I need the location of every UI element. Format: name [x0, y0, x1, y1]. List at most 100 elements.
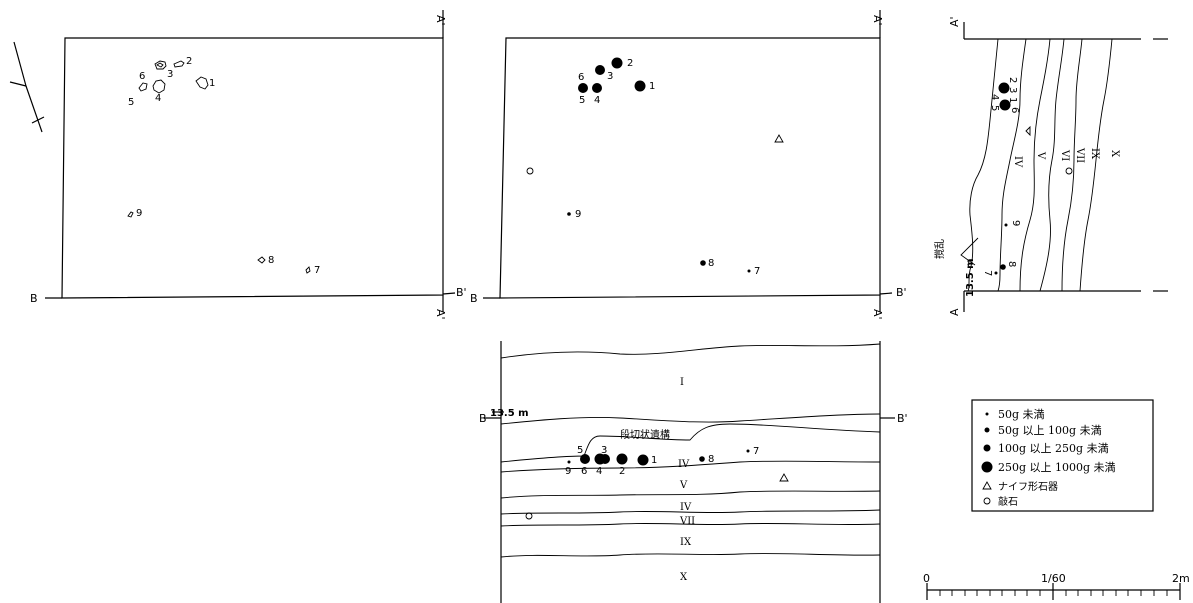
- section-a-bottom-label: A: [948, 308, 961, 316]
- stone-3: [154, 60, 167, 70]
- section-a-label-4: 4: [989, 94, 1000, 100]
- section-b-dot-7: [746, 449, 750, 453]
- north-arrow-icon: [9, 41, 45, 133]
- section-b-dot-3: [600, 454, 610, 464]
- weight-label-9: 9: [575, 209, 581, 220]
- stone-label-2: 2: [186, 56, 192, 67]
- section-a-dot-8: [1000, 264, 1006, 270]
- corner-label-b: B: [30, 292, 38, 305]
- legend-label-2: 100g 以上 250g 未満: [998, 442, 1109, 455]
- legend-dot-l-icon: [981, 461, 993, 473]
- section-a-label-1: 1: [1007, 97, 1018, 103]
- stone-label-3: 3: [167, 69, 173, 80]
- stone-label-5: 5: [128, 97, 134, 108]
- section-a-boundary-5: [1061, 38, 1083, 292]
- section-a-top-label: A': [948, 16, 961, 27]
- weight-label-4: 4: [594, 95, 600, 106]
- section-a-elevation: 13.5 m: [965, 258, 976, 297]
- weight-dot-5-6: [578, 83, 588, 93]
- section-b-layer-I: I: [680, 377, 684, 388]
- weight-label-6: 6: [578, 72, 584, 83]
- section-a-layer-VII: VII: [1074, 147, 1085, 163]
- stone-2: [173, 60, 185, 68]
- section-b-label-7: 7: [753, 446, 759, 457]
- section-b-boundary-2: [500, 460, 881, 473]
- section-b-dot-2: [616, 453, 628, 465]
- stone-9: [127, 211, 134, 218]
- stone-1: [195, 76, 209, 90]
- section-a-boundary-6: [1079, 38, 1113, 292]
- plan-stones-frame: [61, 37, 444, 299]
- stone-8: [257, 256, 266, 264]
- section-b-feature-cut: [500, 423, 881, 463]
- corner-label-b: B: [470, 292, 478, 305]
- section-a-disturbance: 撹乱: [933, 239, 946, 259]
- corner-label-a-bottom: A': [434, 309, 447, 320]
- section-a: A' A 13.5 m 撹乱 2 3 1 4 5 6 9 8 7 IV V VI…: [933, 16, 1168, 316]
- section-b-hammerstone: [525, 512, 533, 520]
- weight-dot-9: [567, 212, 571, 216]
- section-a-layer-IV: IV: [1012, 156, 1023, 168]
- section-a-label-8: 8: [1006, 261, 1017, 267]
- weight-label-5: 5: [579, 95, 585, 106]
- section-b-boundary-6: [500, 552, 881, 558]
- weight-dot-8: [700, 260, 706, 266]
- section-a-layer-IX: IX: [1089, 148, 1100, 160]
- section-a-dot-7: [994, 271, 998, 275]
- section-b-left-label: B: [479, 412, 487, 425]
- section-a-layer-X: X: [1109, 150, 1120, 158]
- legend-dot-m-icon: [983, 444, 991, 452]
- legend-label-0: 50g 未満: [998, 408, 1045, 421]
- section-b-boundary-1: [500, 413, 881, 425]
- stone-label-8: 8: [268, 255, 274, 266]
- section-a-label-5: 5: [989, 105, 1000, 111]
- weight-label-1: 1: [649, 81, 655, 92]
- plan-stones: A' A' B B' 2 3 6 1 4 5 9 8 7: [30, 10, 467, 320]
- section-b-layer-X: X: [680, 572, 688, 583]
- knife-tool-triangle: [774, 134, 784, 143]
- legend-label-4: ナイフ形石器: [998, 481, 1058, 493]
- section-a-layer-VI: VI: [1059, 149, 1070, 161]
- section-b-label-1: 1: [651, 455, 657, 466]
- section-a-boundary-4: [1039, 38, 1065, 292]
- weight-label-8: 8: [708, 258, 714, 269]
- weight-dot-7: [747, 269, 751, 273]
- corner-label-a-top: A': [871, 15, 884, 26]
- section-a-hammerstone: [1065, 167, 1073, 175]
- weight-label-2: 2: [627, 58, 633, 69]
- section-b-elevation: 13.5 m: [490, 408, 529, 419]
- legend-triangle-icon: [982, 481, 992, 490]
- weight-dot-2: [611, 57, 623, 69]
- section-b-layer-IV-upper: IV: [678, 459, 690, 470]
- legend: 50g 未満 50g 以上 100g 未満 100g 以上 250g 未満 25…: [971, 399, 1154, 512]
- stone-label-1: 1: [209, 78, 215, 89]
- section-b-label-2: 2: [619, 466, 625, 477]
- section-b-boundary-3: [500, 490, 881, 499]
- scale-bar: 0 1/60 2m: [923, 572, 1190, 600]
- section-b-layer-IV-lower: IV: [680, 502, 692, 513]
- section-b-label-8: 8: [708, 454, 714, 465]
- stone-5: [138, 82, 148, 92]
- section-a-knife-triangle: [1025, 125, 1031, 137]
- corner-label-a-top: A': [434, 15, 447, 26]
- section-b-feature-label: 段切状遺構: [620, 428, 670, 441]
- section-a-label-9: 9: [1010, 220, 1021, 226]
- section-a-dot-9: [1004, 223, 1008, 227]
- legend-box: [971, 399, 1154, 512]
- section-b: B B' 13.5 m 5 3 9 6 4 2 1 8 7 段切状遺構 I IV…: [479, 341, 908, 603]
- section-b-ground-surface: [500, 343, 881, 359]
- corner-label-a-bottom: A': [871, 309, 884, 320]
- section-b-boundary-4: [500, 509, 881, 515]
- section-a-dot-6: [999, 99, 1011, 111]
- section-b-layer-VII: VII: [679, 516, 695, 527]
- weight-dot-4: [592, 83, 602, 93]
- section-a-label-7: 7: [982, 270, 993, 276]
- plan-weights: A' A' B B' 2 3 6 1 5 4 9 8 7: [470, 10, 907, 320]
- section-b-dot-6: [580, 454, 590, 464]
- stone-label-6: 6: [139, 71, 145, 82]
- stone-label-7: 7: [314, 265, 320, 276]
- scale-end: 2m: [1172, 572, 1190, 585]
- section-b-dot-9: [567, 460, 571, 464]
- weight-label-7: 7: [754, 266, 760, 277]
